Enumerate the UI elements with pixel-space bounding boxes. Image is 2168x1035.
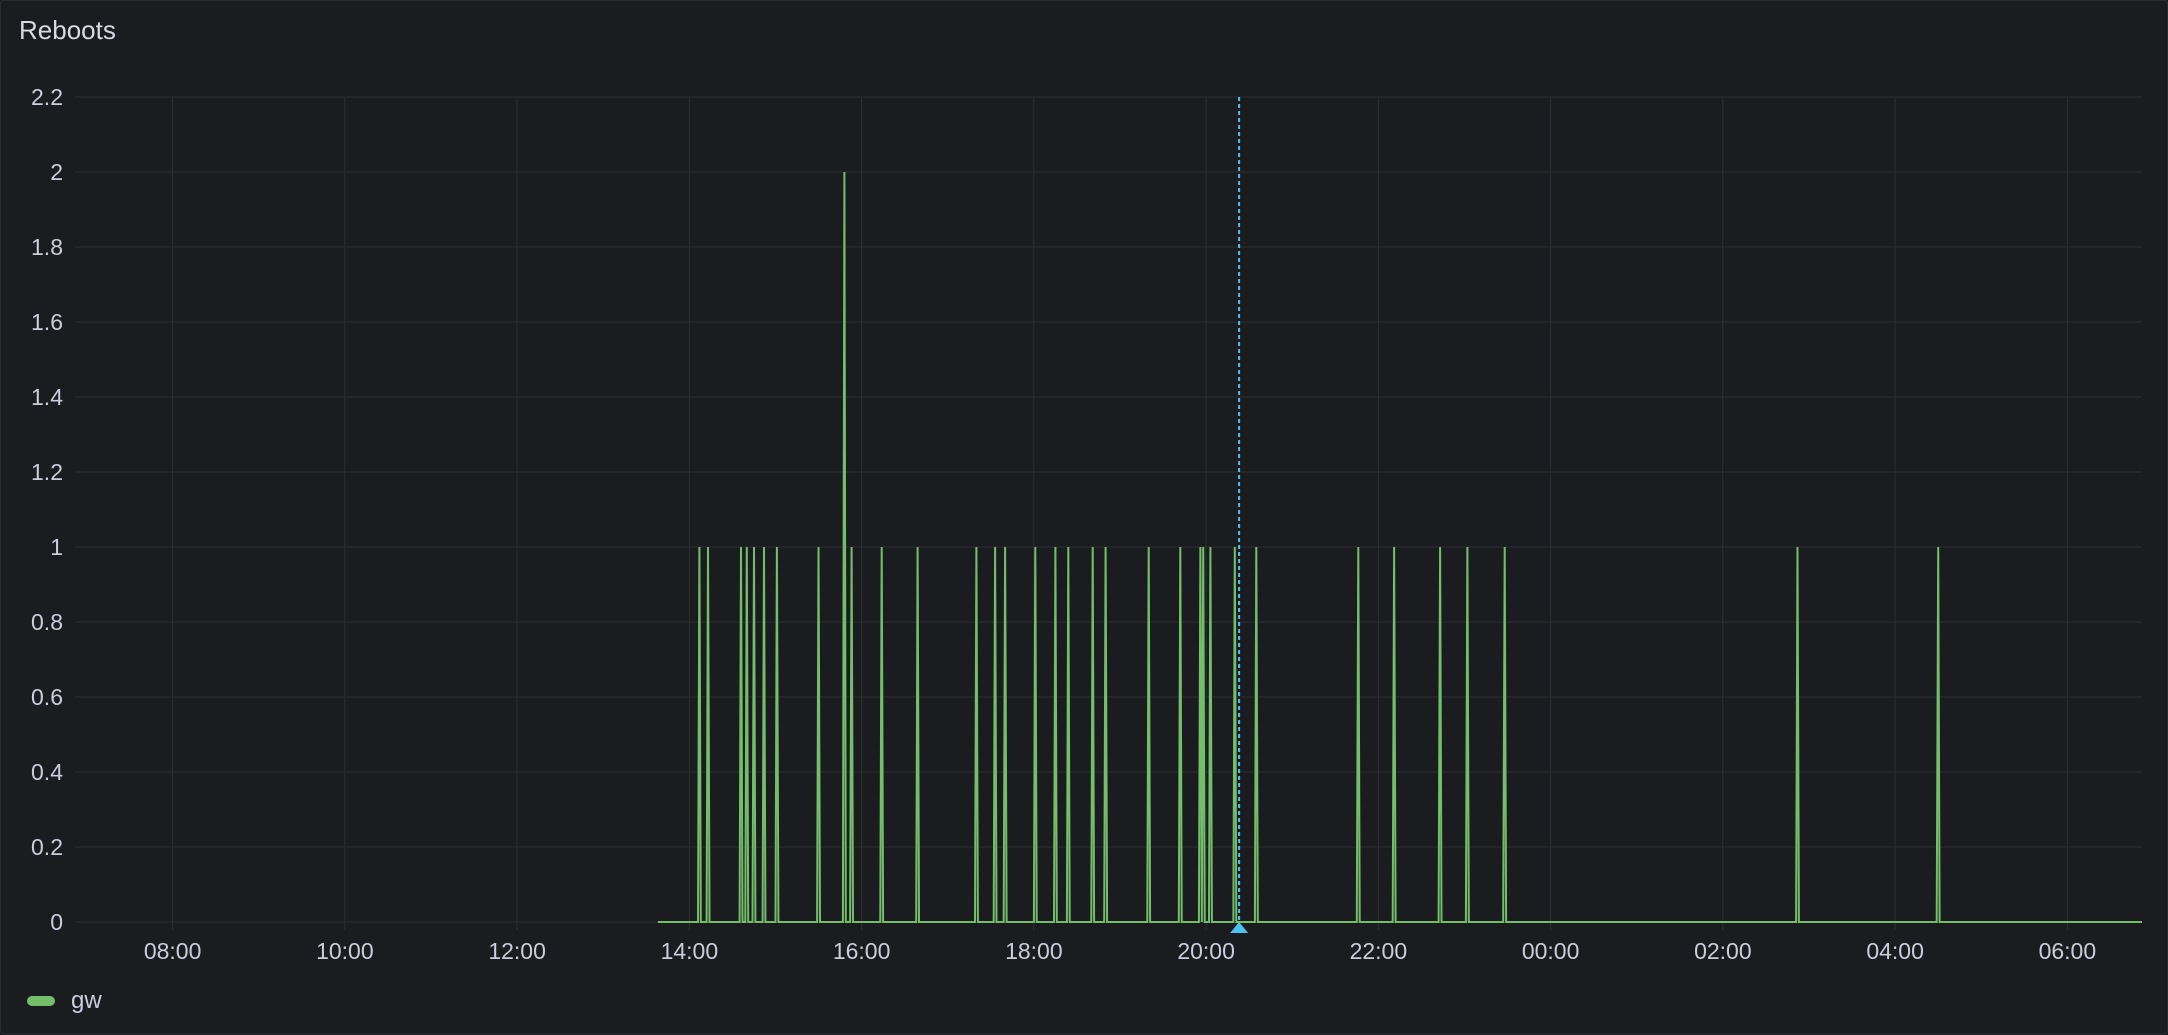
y-tick-label: 1.8: [31, 234, 63, 260]
series-line-gw: [657, 171, 2142, 923]
x-tick-label: 02:00: [1694, 938, 1752, 964]
x-tick-label: 22:00: [1350, 938, 1408, 964]
x-tick-label: 06:00: [2039, 938, 2097, 964]
x-tick-label: 00:00: [1522, 938, 1580, 964]
x-tick-label: 14:00: [661, 938, 719, 964]
legend-item-gw[interactable]: gw: [71, 987, 102, 1014]
y-tick-label: 1.2: [31, 459, 63, 485]
y-tick-label: 2: [50, 159, 63, 185]
x-tick-label: 12:00: [488, 938, 546, 964]
y-tick-label: 0.6: [31, 684, 63, 710]
x-tick-label: 18:00: [1005, 938, 1063, 964]
y-tick-label: 2.2: [31, 84, 63, 110]
y-tick-label: 1.6: [31, 309, 63, 335]
x-tick-label: 08:00: [144, 938, 202, 964]
y-tick-label: 1.4: [31, 384, 63, 410]
y-tick-label: 0.2: [31, 834, 63, 860]
legend-color-swatch: [27, 996, 55, 1006]
legend: gw: [27, 987, 102, 1015]
annotation-marker-icon[interactable]: [1230, 922, 1249, 933]
x-tick-label: 20:00: [1177, 938, 1235, 964]
x-tick-label: 04:00: [1866, 938, 1924, 964]
y-tick-label: 0.8: [31, 609, 63, 635]
x-tick-label: 10:00: [316, 938, 374, 964]
y-tick-label: 0.4: [31, 759, 63, 785]
y-tick-label: 1: [50, 534, 63, 560]
panel-title[interactable]: Reboots: [19, 15, 116, 45]
y-tick-label: 0: [50, 909, 63, 935]
x-tick-label: 16:00: [833, 938, 891, 964]
